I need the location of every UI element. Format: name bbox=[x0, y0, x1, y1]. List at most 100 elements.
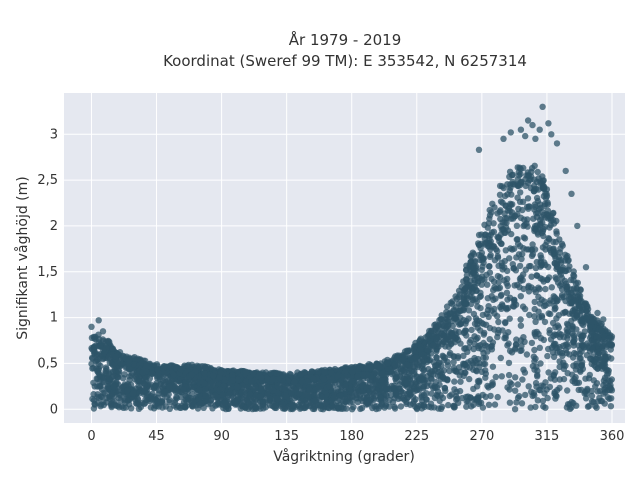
data-point bbox=[258, 385, 265, 392]
data-point bbox=[167, 362, 174, 369]
data-point bbox=[440, 338, 447, 345]
x-tick-label: 360 bbox=[600, 429, 625, 444]
data-point-outlier bbox=[539, 103, 546, 111]
data-point bbox=[531, 313, 538, 320]
y-tick-label: 1,5 bbox=[37, 265, 58, 280]
data-point bbox=[548, 284, 555, 291]
data-point bbox=[575, 386, 582, 394]
data-point-outlier bbox=[574, 222, 581, 230]
data-point bbox=[585, 375, 593, 382]
data-point bbox=[321, 368, 328, 376]
data-point bbox=[420, 366, 428, 373]
data-point bbox=[489, 363, 497, 370]
data-point bbox=[97, 403, 104, 410]
data-point bbox=[306, 386, 313, 394]
data-point bbox=[104, 385, 112, 393]
data-point bbox=[303, 391, 311, 399]
data-point bbox=[577, 367, 584, 374]
data-point bbox=[115, 404, 123, 411]
data-point bbox=[424, 346, 432, 353]
data-point bbox=[539, 183, 547, 190]
data-point bbox=[460, 352, 467, 359]
data-point bbox=[546, 383, 554, 391]
data-point bbox=[408, 368, 415, 375]
data-point bbox=[606, 395, 613, 402]
data-point bbox=[545, 263, 552, 271]
data-point bbox=[562, 267, 569, 275]
data-point bbox=[454, 353, 462, 360]
data-point bbox=[497, 215, 504, 223]
data-point bbox=[569, 325, 576, 333]
data-point bbox=[100, 389, 107, 397]
data-point bbox=[592, 402, 599, 410]
data-point bbox=[523, 172, 530, 179]
data-point bbox=[326, 404, 333, 412]
data-point bbox=[463, 403, 470, 410]
data-point bbox=[519, 376, 526, 383]
data-point bbox=[434, 388, 442, 395]
data-point bbox=[429, 332, 436, 339]
data-point bbox=[359, 389, 366, 396]
data-point bbox=[590, 377, 597, 384]
data-point bbox=[534, 168, 541, 176]
data-point bbox=[530, 215, 537, 222]
data-point bbox=[488, 275, 495, 283]
data-point bbox=[511, 299, 518, 306]
data-point bbox=[503, 219, 510, 227]
data-point bbox=[580, 318, 588, 326]
data-point bbox=[492, 295, 499, 302]
data-point bbox=[595, 333, 602, 340]
data-point bbox=[291, 394, 299, 402]
data-point bbox=[542, 379, 549, 386]
data-point bbox=[418, 351, 425, 358]
data-point bbox=[106, 375, 113, 382]
data-point bbox=[605, 353, 612, 361]
data-point bbox=[521, 235, 529, 242]
data-point bbox=[484, 348, 491, 355]
data-point bbox=[489, 381, 496, 388]
data-point bbox=[574, 279, 581, 286]
data-point bbox=[544, 201, 551, 208]
data-point bbox=[506, 255, 513, 262]
data-point bbox=[553, 275, 560, 283]
data-point bbox=[550, 220, 558, 227]
data-point bbox=[355, 363, 363, 370]
data-point bbox=[195, 378, 202, 386]
data-point bbox=[378, 377, 385, 384]
data-point bbox=[100, 374, 107, 381]
data-point bbox=[126, 365, 133, 372]
data-point bbox=[569, 307, 577, 314]
data-point bbox=[262, 399, 269, 406]
data-point bbox=[248, 378, 255, 385]
data-point bbox=[446, 367, 453, 375]
data-point bbox=[519, 303, 527, 310]
data-point bbox=[328, 376, 335, 383]
data-point bbox=[462, 345, 469, 352]
data-point bbox=[411, 387, 419, 395]
x-tick-labels: 0 45 90 135 180 225 270 315 360 bbox=[87, 429, 624, 444]
data-point bbox=[599, 349, 606, 356]
data-point bbox=[482, 393, 489, 400]
data-point bbox=[606, 383, 614, 391]
data-point bbox=[453, 368, 460, 375]
data-point bbox=[509, 171, 517, 178]
data-point-outlier bbox=[548, 131, 555, 138]
data-point bbox=[216, 386, 224, 393]
x-tick-label: 45 bbox=[148, 429, 165, 444]
data-point bbox=[246, 391, 254, 398]
data-point bbox=[131, 376, 138, 383]
data-point bbox=[564, 387, 571, 394]
data-point bbox=[299, 378, 306, 386]
data-point bbox=[115, 368, 123, 375]
x-tick-label: 90 bbox=[213, 429, 230, 444]
data-point bbox=[346, 399, 354, 406]
data-point bbox=[511, 406, 519, 413]
data-point bbox=[517, 337, 525, 344]
data-point bbox=[551, 376, 558, 383]
data-point bbox=[492, 373, 499, 381]
data-point bbox=[446, 351, 453, 359]
data-point bbox=[526, 176, 533, 184]
data-point bbox=[531, 346, 538, 354]
data-point bbox=[397, 403, 405, 410]
